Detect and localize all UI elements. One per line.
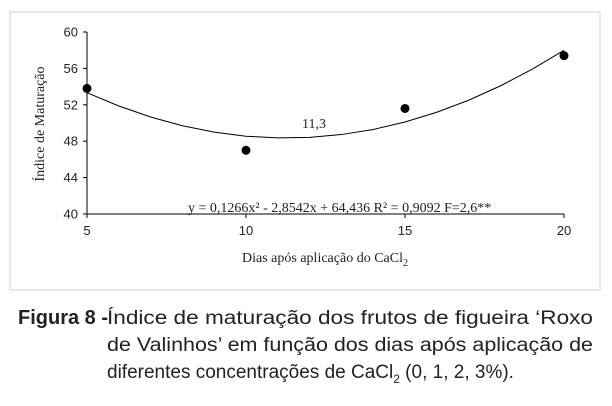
x-axis-label-sub: 2 (403, 258, 408, 269)
x-tick-label: 10 (239, 223, 253, 238)
x-tick-label: 20 (557, 223, 571, 238)
x-tick-label: 5 (83, 223, 90, 238)
y-tick-label: 52 (64, 97, 78, 112)
caption-line: Índice de maturação dos frutos de figuei… (107, 308, 593, 329)
annotation: 11,3 (302, 117, 326, 132)
caption-label: Figura 8 - (18, 307, 108, 329)
point (82, 83, 92, 93)
x-axis-label: Dias após aplicação do CaCl2 (242, 251, 408, 269)
equation: y = 0,1266x² - 2,8542x + 64,436 R² = 0,9… (188, 201, 491, 216)
caption-tail: (0, 1, 2, 3%). (400, 362, 514, 383)
x-axis-label-main: Dias após aplicação do CaCl (242, 251, 403, 266)
caption-line: de Valinhos’ em função dos dias após apl… (107, 335, 593, 356)
trendline (86, 49, 565, 139)
y-tick-label: 48 (64, 134, 78, 149)
y-tick-label: 60 (64, 25, 78, 40)
point (559, 51, 569, 61)
point (241, 145, 251, 155)
chart-frame (9, 11, 601, 291)
caption-line-main: diferentes concentrações de CaCl (107, 362, 393, 383)
y-tick-label: 44 (64, 170, 78, 185)
y-tick-label: 56 (64, 61, 78, 76)
caption-sub: 2 (393, 372, 400, 386)
caption-line: diferentes concentrações de CaCl2 (0, 1,… (107, 362, 514, 386)
point (400, 103, 410, 113)
x-tick-label: 15 (398, 223, 412, 238)
y-tick-label: 40 (64, 207, 78, 222)
y-axis-label: Índice de Maturação (31, 66, 48, 181)
